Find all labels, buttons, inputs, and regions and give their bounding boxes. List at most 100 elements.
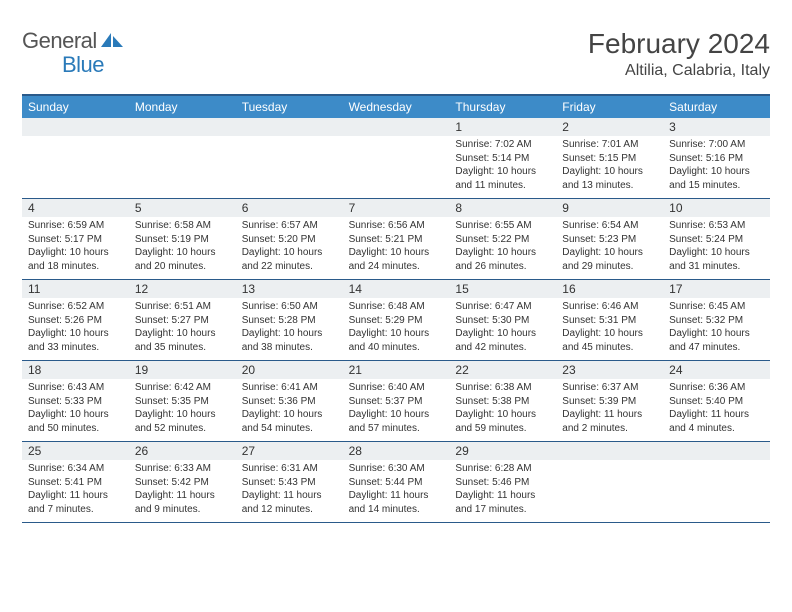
day-cell [556,442,663,522]
day-line: Sunrise: 6:53 AM [669,219,764,233]
day-line: Sunset: 5:22 PM [455,233,550,247]
day-cell: 3Sunrise: 7:00 AMSunset: 5:16 PMDaylight… [663,118,770,198]
day-number: 13 [236,280,343,298]
day-cell: 23Sunrise: 6:37 AMSunset: 5:39 PMDayligh… [556,361,663,441]
week-row: 25Sunrise: 6:34 AMSunset: 5:41 PMDayligh… [22,442,770,523]
day-cell: 14Sunrise: 6:48 AMSunset: 5:29 PMDayligh… [343,280,450,360]
dow-thursday: Thursday [449,96,556,118]
day-line: Sunset: 5:21 PM [349,233,444,247]
day-line: and 50 minutes. [28,422,123,436]
day-line: and 40 minutes. [349,341,444,355]
day-line: Daylight: 10 hours [242,408,337,422]
day-number: 28 [343,442,450,460]
day-cell: 1Sunrise: 7:02 AMSunset: 5:14 PMDaylight… [449,118,556,198]
day-line: Sunset: 5:26 PM [28,314,123,328]
week-row: 18Sunrise: 6:43 AMSunset: 5:33 PMDayligh… [22,361,770,442]
day-line: Sunrise: 6:40 AM [349,381,444,395]
day-line: Sunrise: 6:41 AM [242,381,337,395]
day-line: and 4 minutes. [669,422,764,436]
dow-friday: Friday [556,96,663,118]
day-number: 4 [22,199,129,217]
day-line: Sunset: 5:24 PM [669,233,764,247]
day-line: Sunrise: 7:00 AM [669,138,764,152]
day-line: Sunrise: 6:42 AM [135,381,230,395]
day-line: Sunset: 5:15 PM [562,152,657,166]
day-line: and 22 minutes. [242,260,337,274]
day-cell [129,118,236,198]
day-line: Sunrise: 6:28 AM [455,462,550,476]
day-cell: 9Sunrise: 6:54 AMSunset: 5:23 PMDaylight… [556,199,663,279]
day-line: Sunrise: 6:52 AM [28,300,123,314]
day-details: Sunrise: 6:43 AMSunset: 5:33 PMDaylight:… [22,379,129,439]
day-number: 19 [129,361,236,379]
day-line: Daylight: 11 hours [28,489,123,503]
day-line: and 24 minutes. [349,260,444,274]
day-line: Daylight: 10 hours [242,327,337,341]
day-cell: 13Sunrise: 6:50 AMSunset: 5:28 PMDayligh… [236,280,343,360]
day-line: Daylight: 10 hours [349,327,444,341]
day-cell: 15Sunrise: 6:47 AMSunset: 5:30 PMDayligh… [449,280,556,360]
day-line: Sunset: 5:20 PM [242,233,337,247]
day-line: Sunset: 5:28 PM [242,314,337,328]
day-line: and 47 minutes. [669,341,764,355]
day-details: Sunrise: 6:37 AMSunset: 5:39 PMDaylight:… [556,379,663,439]
day-details: Sunrise: 6:53 AMSunset: 5:24 PMDaylight:… [663,217,770,277]
day-line: Daylight: 10 hours [28,408,123,422]
day-line: Sunrise: 6:33 AM [135,462,230,476]
day-line: Sunrise: 6:47 AM [455,300,550,314]
day-details: Sunrise: 6:51 AMSunset: 5:27 PMDaylight:… [129,298,236,358]
day-number [663,442,770,460]
day-cell: 26Sunrise: 6:33 AMSunset: 5:42 PMDayligh… [129,442,236,522]
day-line: Sunrise: 6:43 AM [28,381,123,395]
day-cell [663,442,770,522]
day-line: Sunset: 5:43 PM [242,476,337,490]
day-line: Daylight: 10 hours [455,246,550,260]
day-line: and 17 minutes. [455,503,550,517]
day-details: Sunrise: 6:52 AMSunset: 5:26 PMDaylight:… [22,298,129,358]
day-number: 15 [449,280,556,298]
day-details: Sunrise: 7:01 AMSunset: 5:15 PMDaylight:… [556,136,663,196]
day-number: 6 [236,199,343,217]
day-cell: 20Sunrise: 6:41 AMSunset: 5:36 PMDayligh… [236,361,343,441]
dow-monday: Monday [129,96,236,118]
day-number [129,118,236,136]
week-row: 4Sunrise: 6:59 AMSunset: 5:17 PMDaylight… [22,199,770,280]
day-number: 9 [556,199,663,217]
day-line: Sunrise: 6:48 AM [349,300,444,314]
dow-saturday: Saturday [663,96,770,118]
day-line: Daylight: 10 hours [562,327,657,341]
day-line: and 9 minutes. [135,503,230,517]
day-line: Sunset: 5:16 PM [669,152,764,166]
day-line: Sunrise: 7:01 AM [562,138,657,152]
day-line: and 15 minutes. [669,179,764,193]
logo-sail-icon [99,31,125,51]
day-line: Sunrise: 6:58 AM [135,219,230,233]
day-line: Sunrise: 6:55 AM [455,219,550,233]
day-number: 29 [449,442,556,460]
logo-word-general: General [22,28,97,54]
day-line: Sunset: 5:44 PM [349,476,444,490]
day-line: Sunset: 5:23 PM [562,233,657,247]
day-details: Sunrise: 6:28 AMSunset: 5:46 PMDaylight:… [449,460,556,520]
day-cell [22,118,129,198]
header: General Blue February 2024 Altilia, Cala… [22,28,770,80]
day-number: 8 [449,199,556,217]
day-number [343,118,450,136]
day-line: and 20 minutes. [135,260,230,274]
day-details: Sunrise: 7:02 AMSunset: 5:14 PMDaylight:… [449,136,556,196]
day-line: Sunrise: 6:51 AM [135,300,230,314]
day-number: 7 [343,199,450,217]
day-line: Sunset: 5:17 PM [28,233,123,247]
day-cell: 27Sunrise: 6:31 AMSunset: 5:43 PMDayligh… [236,442,343,522]
day-number: 25 [22,442,129,460]
day-details: Sunrise: 6:40 AMSunset: 5:37 PMDaylight:… [343,379,450,439]
day-line: and 57 minutes. [349,422,444,436]
day-line: and 45 minutes. [562,341,657,355]
day-number [22,118,129,136]
day-line: Daylight: 10 hours [562,165,657,179]
day-line: Sunset: 5:14 PM [455,152,550,166]
day-line: Sunset: 5:27 PM [135,314,230,328]
day-line: Sunrise: 6:54 AM [562,219,657,233]
day-number [556,442,663,460]
day-line: Sunrise: 6:38 AM [455,381,550,395]
